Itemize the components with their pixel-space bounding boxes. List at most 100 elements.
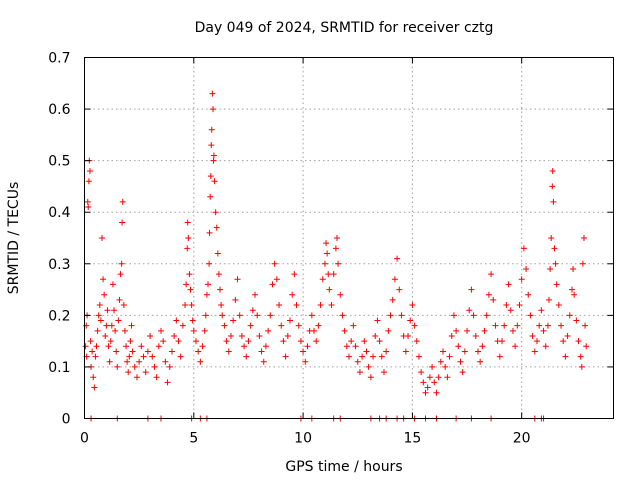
data-point: [346, 353, 352, 360]
data-point: [214, 250, 221, 257]
data-point: [289, 291, 296, 298]
data-point: [435, 374, 442, 381]
data-point: [187, 286, 194, 293]
data-point: [188, 302, 195, 309]
data-point: [562, 353, 569, 360]
data-point: [509, 327, 516, 334]
data-point: [550, 198, 557, 205]
data-point: [197, 358, 204, 365]
data-point: [117, 271, 124, 278]
data-point: [549, 183, 556, 190]
data-point: [189, 317, 196, 324]
data-point: [243, 353, 250, 360]
data-point: [124, 358, 131, 365]
data-point: [218, 302, 225, 309]
data-point: [332, 245, 339, 252]
data-point: [579, 260, 586, 267]
data-point: [402, 348, 409, 355]
data-point: [356, 369, 363, 376]
data-point: [262, 343, 269, 350]
data-point: [158, 327, 165, 334]
data-point: [144, 348, 151, 355]
data-point: [98, 235, 105, 241]
data-point: [87, 338, 94, 345]
data-point: [219, 312, 226, 319]
data-point: [147, 332, 154, 339]
data-point: [439, 348, 446, 355]
data-point: [276, 302, 283, 309]
data-point: [470, 312, 477, 319]
data-point: [95, 312, 102, 319]
data-point: [177, 353, 184, 360]
data-point: [207, 173, 214, 180]
data-point: [202, 312, 209, 319]
data-point: [182, 302, 189, 309]
data-point: [420, 379, 427, 386]
data-point: [183, 281, 190, 288]
data-point: [140, 353, 147, 360]
data-point: [335, 260, 342, 267]
data-point: [496, 353, 503, 360]
data-point: [536, 322, 543, 329]
data-point: [129, 348, 136, 355]
data-point: [372, 332, 379, 339]
data-point: [238, 332, 245, 339]
data-point: [252, 291, 259, 298]
data-point: [324, 250, 331, 257]
data-point: [488, 271, 495, 278]
x-tick-label: 20: [513, 431, 531, 447]
data-point: [271, 260, 278, 267]
data-point: [210, 157, 217, 164]
data-point: [514, 322, 521, 329]
data-point: [483, 312, 490, 319]
data-point: [343, 343, 350, 350]
x-tick-label: 5: [189, 431, 198, 447]
x-tick-label: 15: [403, 431, 421, 447]
y-tick-label: 0.2: [48, 308, 70, 324]
data-point: [552, 260, 559, 267]
data-point: [415, 353, 422, 360]
data-point: [516, 302, 523, 309]
data-point: [225, 348, 232, 355]
data-point: [566, 312, 573, 319]
data-point: [490, 296, 497, 303]
data-point: [203, 291, 210, 298]
data-point: [107, 338, 114, 345]
data-point: [119, 219, 126, 226]
data-point: [527, 312, 534, 319]
data-point: [164, 379, 171, 386]
data-point: [540, 327, 547, 334]
data-point: [217, 286, 224, 293]
data-point: [211, 178, 218, 185]
data-point: [337, 291, 344, 298]
data-point: [321, 260, 328, 267]
data-point: [185, 235, 192, 241]
data-point: [352, 343, 359, 350]
data-point: [94, 327, 101, 334]
data-point: [523, 265, 530, 272]
data-point: [560, 338, 567, 345]
data-point: [269, 281, 276, 288]
data-point: [481, 327, 488, 334]
data-point: [297, 338, 304, 345]
x-tick-label: 10: [294, 431, 312, 447]
data-point: [442, 363, 449, 370]
data-point: [474, 348, 481, 355]
data-point: [221, 322, 228, 329]
data-point: [223, 338, 230, 345]
data-point: [206, 229, 213, 236]
x-tick-labels: 0 5 10 15 20: [80, 431, 531, 447]
data-point: [273, 276, 280, 283]
y-tick-label: 0.5: [48, 154, 70, 170]
data-point: [120, 302, 127, 309]
data-point: [114, 363, 121, 370]
data-point: [212, 209, 219, 216]
data-point: [284, 332, 291, 339]
data-point: [260, 358, 267, 365]
data-point: [210, 106, 217, 113]
data-point: [85, 204, 92, 211]
x-axis-title: GPS time / hours: [285, 459, 402, 475]
data-point: [179, 322, 186, 329]
data-point: [413, 338, 420, 345]
